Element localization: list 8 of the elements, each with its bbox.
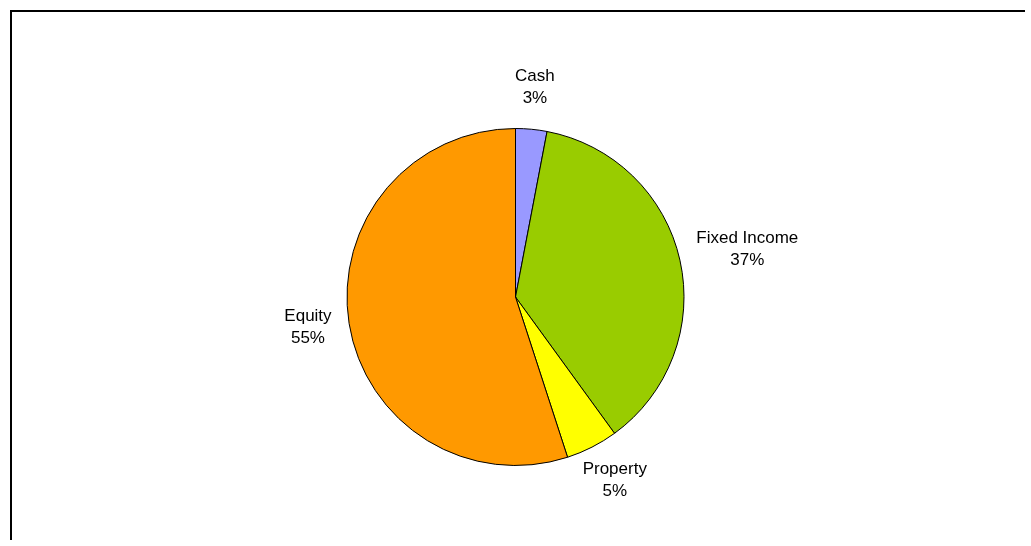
slice-label: Property [582, 458, 648, 478]
slice-label: Cash [515, 65, 555, 85]
data-label: 5% [602, 480, 628, 500]
data-label: 37% [730, 249, 765, 269]
data-label: 55% [290, 327, 325, 347]
slice-label: Equity [284, 305, 333, 325]
data-label: 3% [522, 87, 548, 107]
slice-label: Fixed Income [696, 227, 799, 247]
